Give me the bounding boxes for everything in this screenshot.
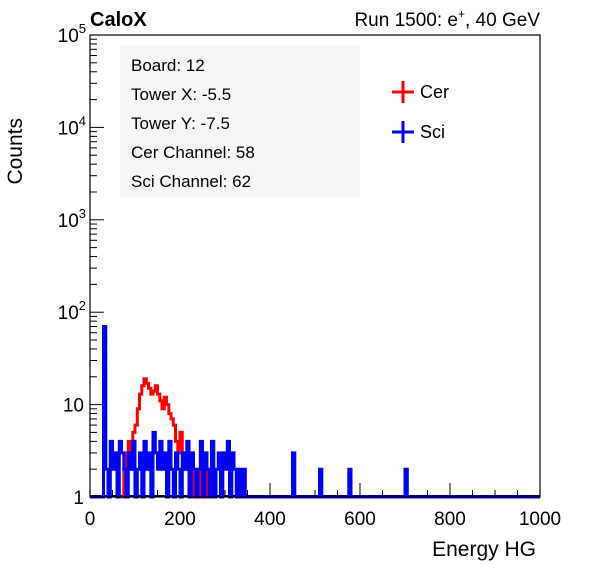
y-tick-label: 1 [73,488,84,509]
header-left: CaloX [90,9,147,31]
y-tick-label: 103 [58,206,86,232]
info-box [120,45,360,197]
x-axis-label: Energy HG [432,538,536,561]
plot-frame [89,34,541,498]
legend-label-cer: Cer [420,82,449,102]
y-tick-label: 105 [58,21,86,47]
info-board: Board: 12 [131,56,205,75]
x-tick-label: 400 [254,509,286,530]
x-tick-label: 200 [164,509,196,530]
y-axis-label: Counts [4,118,27,185]
x-tick-label: 0 [85,509,96,530]
y-tick-label: 104 [58,113,86,139]
series-sci-histogram [90,325,540,499]
info-tower-y: Tower Y: -7.5 [131,114,230,133]
info-tower-x: Tower X: -5.5 [131,85,231,104]
series-layer [90,325,540,499]
x-tick-label: 600 [344,509,376,530]
y-tick-label: 10 [63,396,84,417]
x-tick-label: 1000 [519,509,561,530]
legend-label-sci: Sci [420,122,445,142]
legend-marker-cer [392,81,414,103]
x-tick-label: 800 [434,509,466,530]
y-tick-label: 102 [58,298,86,324]
legend: Cer Sci [392,81,449,143]
info-cer-channel: Cer Channel: 58 [131,143,255,162]
header-right: Run 1500: e+, 40 GeV [354,7,540,31]
legend-marker-sci [392,121,414,143]
info-sci-channel: Sci Channel: 62 [131,172,251,191]
